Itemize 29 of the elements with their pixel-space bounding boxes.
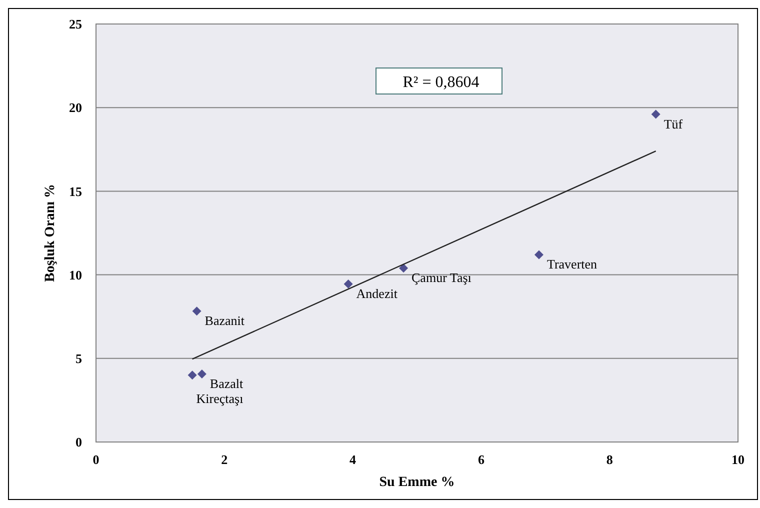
annotation: Tüf — [664, 116, 684, 132]
y-axis-title: Boşluk Oranı % — [43, 184, 58, 282]
annotation: Kireçtaşı — [196, 391, 244, 406]
point — [197, 369, 206, 378]
y-tick-label: 15 — [69, 184, 82, 199]
annotation: Bazanit — [204, 313, 245, 328]
x-tick-label: 10 — [732, 452, 744, 467]
annotation: Andezit — [356, 286, 398, 301]
y-tick-label: 20 — [69, 100, 82, 116]
point — [399, 264, 408, 273]
x-axis-title: Su Emme % — [379, 475, 455, 490]
y-tick-label: 5 — [76, 350, 82, 366]
point — [188, 370, 197, 380]
y-tick-label: 0 — [76, 434, 82, 450]
point — [534, 250, 544, 260]
x-tick-label: 4 — [350, 452, 357, 467]
annotation: Traverten — [546, 256, 598, 272]
y-tick-label: 10 — [69, 267, 82, 282]
point — [192, 306, 202, 316]
annotation: R² = 0,8604 — [402, 74, 480, 91]
x-tick-label: 2 — [221, 452, 228, 467]
x-tick-label: 6 — [478, 452, 485, 467]
y-tick-label: 25 — [69, 16, 82, 32]
point — [651, 110, 660, 119]
x-tick-label: 8 — [606, 452, 614, 467]
annotation: Çamur Taşı — [412, 270, 472, 286]
annotation: Bazalt — [210, 376, 244, 391]
point — [344, 279, 353, 288]
x-tick-label: 0 — [92, 452, 100, 467]
